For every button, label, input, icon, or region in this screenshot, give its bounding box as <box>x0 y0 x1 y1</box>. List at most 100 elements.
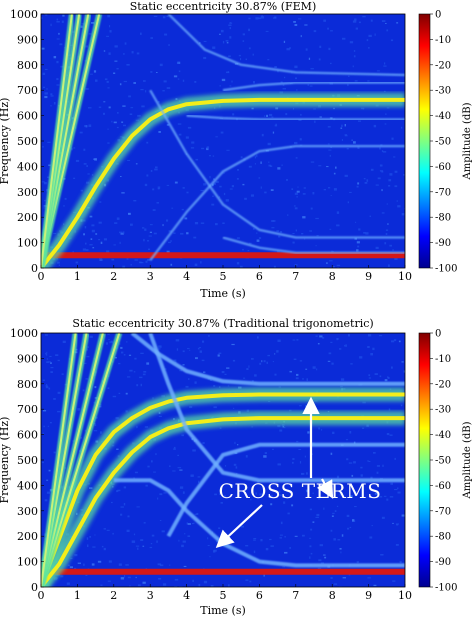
noise-speck <box>275 107 279 110</box>
noise-speck <box>130 107 134 109</box>
noise-speck <box>281 424 285 427</box>
noise-speck <box>139 376 143 379</box>
noise-speck <box>337 539 341 541</box>
noise-speck <box>268 164 272 167</box>
noise-speck <box>335 166 337 169</box>
noise-speck <box>43 86 45 88</box>
noise-speck <box>150 37 153 39</box>
noise-speck <box>159 520 162 521</box>
noise-speck <box>218 527 221 529</box>
noise-speck <box>287 214 289 216</box>
noise-speck <box>306 378 308 381</box>
noise-speck <box>389 244 392 247</box>
noise-speck <box>391 366 393 369</box>
noise-speck <box>275 491 278 494</box>
noise-speck <box>296 373 299 376</box>
noise-speck <box>304 24 308 26</box>
noise-speck <box>224 373 227 375</box>
noise-speck <box>191 141 195 144</box>
noise-speck <box>60 65 64 68</box>
noise-speck <box>280 81 283 83</box>
panel-fem-y-ticks: 0 100 200 300 400 500 600 700 800 900 1000 <box>10 8 44 275</box>
noise-speck <box>91 224 95 227</box>
noise-speck <box>98 239 101 241</box>
colorbar-tick-label: -50 <box>435 456 451 467</box>
noise-speck <box>179 469 183 471</box>
noise-speck <box>207 545 210 546</box>
noise-speck <box>133 82 136 84</box>
noise-speck <box>284 551 288 554</box>
noise-speck <box>354 80 358 82</box>
noise-speck <box>220 502 222 504</box>
noise-speck <box>107 87 110 89</box>
noise-speck <box>380 554 384 556</box>
noise-speck <box>46 88 48 90</box>
noise-speck <box>131 51 134 54</box>
noise-speck <box>157 563 162 566</box>
noise-speck <box>381 150 384 152</box>
noise-speck <box>173 418 175 420</box>
noise-speck <box>237 169 239 171</box>
noise-speck <box>133 533 136 536</box>
noise-speck <box>142 373 146 376</box>
noise-speck <box>328 47 331 51</box>
noise-speck <box>358 120 361 122</box>
noise-speck <box>63 47 66 49</box>
noise-speck <box>229 36 232 39</box>
noise-speck <box>260 539 263 542</box>
noise-speck <box>355 221 357 223</box>
noise-speck <box>48 164 51 167</box>
noise-speck <box>260 161 262 164</box>
noise-speck <box>149 546 153 549</box>
noise-speck <box>255 17 259 20</box>
noise-speck <box>130 264 132 266</box>
y-tick-label: 0 <box>31 581 38 594</box>
panel-trig-colorbar <box>418 332 431 588</box>
noise-speck <box>46 189 49 192</box>
noise-speck <box>194 81 197 83</box>
noise-speck <box>103 238 107 241</box>
noise-speck <box>220 131 224 134</box>
noise-speck <box>47 176 50 178</box>
noise-speck <box>50 371 53 373</box>
noise-speck <box>44 68 48 70</box>
noise-speck <box>215 180 219 183</box>
noise-speck <box>158 411 161 414</box>
noise-speck <box>385 23 387 24</box>
noise-speck <box>355 27 358 30</box>
noise-speck <box>142 227 145 229</box>
noise-speck <box>282 426 284 428</box>
noise-speck <box>336 224 340 227</box>
noise-speck <box>294 264 298 266</box>
noise-speck <box>378 335 383 337</box>
noise-speck <box>53 451 56 454</box>
noise-speck <box>182 350 185 353</box>
noise-speck <box>118 362 121 365</box>
noise-speck <box>299 360 303 362</box>
panel-fem-plot-background <box>41 14 405 268</box>
noise-speck <box>87 482 90 485</box>
noise-speck <box>48 387 51 390</box>
cross-terms-arrow-right <box>316 478 334 499</box>
y-tick-label: 900 <box>17 33 38 46</box>
noise-speck <box>114 45 118 48</box>
noise-speck <box>312 366 316 369</box>
noise-speck <box>166 87 171 89</box>
noise-speck <box>80 25 83 28</box>
noise-speck <box>353 461 356 464</box>
noise-speck <box>44 92 48 95</box>
noise-speck <box>184 533 186 535</box>
noise-speck <box>141 105 145 108</box>
noise-speck <box>226 42 229 44</box>
noise-speck <box>289 47 291 50</box>
noise-speck <box>125 392 128 395</box>
noise-speck <box>350 495 353 498</box>
colorbar-tick-label: -10 <box>435 354 451 365</box>
noise-speck <box>364 182 368 184</box>
noise-speck <box>93 430 98 432</box>
noise-speck <box>134 357 137 360</box>
noise-speck <box>345 439 349 441</box>
noise-speck <box>227 71 229 73</box>
noise-speck <box>146 362 150 365</box>
noise-speck <box>209 175 211 179</box>
